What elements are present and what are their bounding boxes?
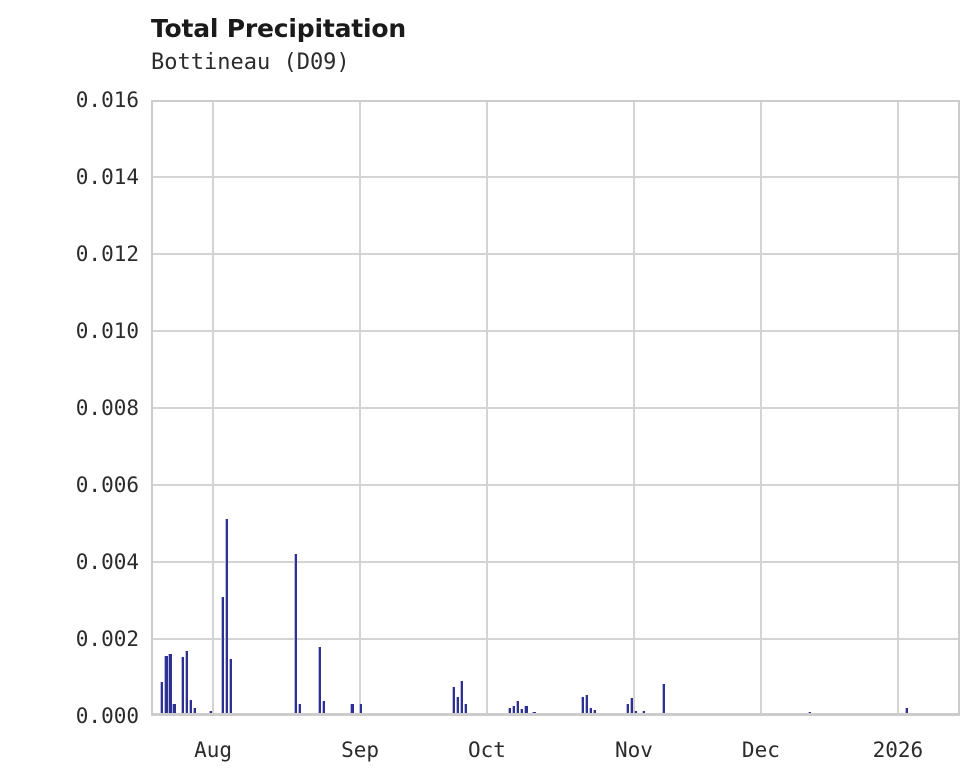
bar: [625, 703, 629, 716]
bar: [585, 694, 589, 716]
y-axis-tick-label: 0.014: [75, 165, 139, 189]
bar: [661, 684, 666, 716]
bar: [455, 696, 459, 716]
bar: [229, 659, 233, 716]
chart-title: Total Precipitation: [151, 14, 406, 43]
bar: [520, 709, 524, 716]
bar: [322, 701, 326, 716]
gridline-horizontal: [151, 638, 960, 640]
x-axis-tick-label: Dec: [741, 738, 780, 762]
bar: [180, 657, 184, 716]
y-axis-tick-label: 0.006: [75, 473, 139, 497]
bar: [451, 687, 455, 716]
x-axis-tick-label: Sep: [341, 738, 379, 762]
plot-area: [151, 100, 960, 716]
gridline-horizontal: [151, 253, 960, 255]
bar: [225, 518, 229, 716]
y-axis-tick-label: 0.008: [75, 396, 139, 420]
x-axis-tick-label: 2026: [872, 738, 924, 762]
y-axis-label: Total Precipitation [mm/s]: [0, 0, 36, 780]
bar: [581, 696, 585, 716]
gridline-vertical: [359, 100, 362, 716]
bar: [164, 656, 168, 716]
chart-subtitle: Bottineau (D09): [151, 50, 350, 75]
gridline-vertical: [896, 100, 899, 716]
plot-frame-top: [151, 100, 960, 102]
y-axis-tick-label: 0.002: [75, 627, 139, 651]
x-axis-tick-label: Oct: [468, 738, 506, 762]
y-axis-tick-label: 0.016: [75, 88, 139, 112]
bar: [293, 553, 297, 716]
bar: [459, 681, 463, 716]
bar: [512, 706, 516, 716]
x-axis-tick-label: Nov: [615, 738, 653, 762]
bar: [160, 682, 164, 716]
bar: [297, 704, 301, 716]
gridline-horizontal: [151, 407, 960, 409]
y-axis-tick-label: 0.010: [75, 319, 139, 343]
y-axis-tick-label: 0.012: [75, 242, 139, 266]
y-axis-tick-label: 0.000: [75, 704, 139, 728]
bar: [350, 704, 354, 716]
bar: [516, 701, 520, 716]
y-axis-tick-label: 0.004: [75, 550, 139, 574]
gridline-vertical: [485, 100, 488, 716]
bar: [589, 708, 593, 716]
plot-frame-right: [958, 100, 960, 716]
bar: [168, 653, 172, 716]
bar: [524, 706, 528, 716]
plot-frame-left: [151, 100, 153, 716]
x-axis-tick-label: Aug: [194, 738, 233, 762]
bar: [188, 700, 192, 716]
bar: [172, 703, 176, 716]
bar: [629, 697, 633, 716]
bar-series: [151, 100, 960, 716]
bar: [463, 704, 467, 716]
bar: [192, 707, 196, 716]
bar: [904, 707, 908, 716]
gridline-vertical: [759, 100, 762, 716]
bar: [184, 651, 188, 716]
bar: [508, 707, 512, 716]
gridline-horizontal: [151, 176, 960, 178]
bar: [318, 647, 322, 716]
gridline-horizontal: [151, 484, 960, 486]
gridline-vertical: [632, 100, 635, 716]
bar: [221, 596, 225, 716]
gridline-horizontal: [151, 561, 960, 563]
bar: [358, 703, 362, 716]
plot-frame-bottom: [151, 713, 960, 716]
gridline-vertical: [212, 100, 215, 716]
gridline-horizontal: [151, 330, 960, 332]
